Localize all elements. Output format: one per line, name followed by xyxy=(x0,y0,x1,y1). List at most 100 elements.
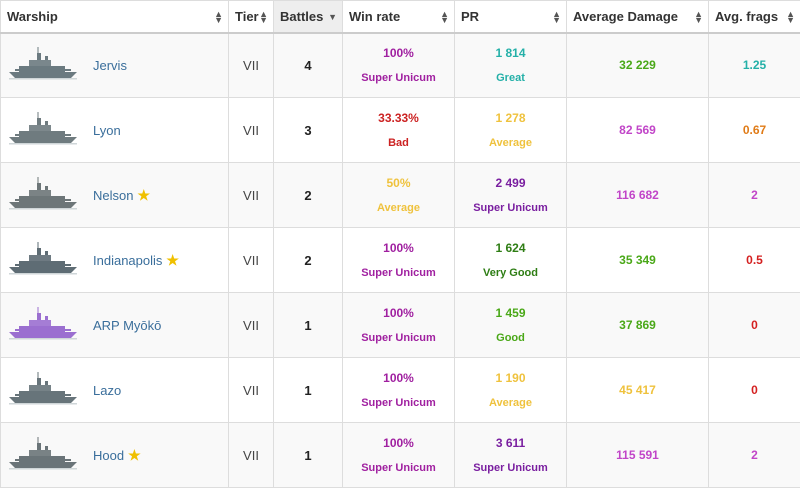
header-tier-label: Tier xyxy=(235,8,259,24)
header-pr-label: PR xyxy=(461,8,480,24)
pr-value: 2 499 xyxy=(495,176,526,190)
ship-name-link[interactable]: Indianapolis xyxy=(93,252,163,268)
win-rate-value: 100% xyxy=(383,46,414,61)
warship-cell: Nelson ★ xyxy=(0,162,229,228)
table-row: Lyon VII 3 33.33% Bad 1 278 Average 82 569 0.67 xyxy=(0,97,800,163)
table-row: Nelson ★ VII 2 50% Average 2 499 Super Unicum 11… xyxy=(0,162,800,228)
win-rate-cell: 100% Super Unicum xyxy=(342,292,455,358)
avg-frags-cell: 0.5 xyxy=(708,227,800,293)
star-icon: ★ xyxy=(166,251,179,268)
pr-value: 1 278 xyxy=(495,111,526,125)
warship-image xyxy=(9,437,77,470)
win-rate-value: 100% xyxy=(383,306,414,320)
warship-cell: Lazo xyxy=(0,357,229,423)
pr-cell: 1 278 Average xyxy=(454,97,567,163)
header-battles-label: Battles xyxy=(280,8,324,24)
avg-frags-cell: 1.25 xyxy=(708,32,800,98)
average-damage-cell: 32 229 xyxy=(566,32,709,98)
tier-cell: VII xyxy=(228,32,274,98)
ship-name-link[interactable]: ARP Myōkō xyxy=(93,317,162,333)
win-rate-label: Average xyxy=(376,202,420,214)
battles-cell: 1 xyxy=(273,422,343,488)
header-avg-frags[interactable]: Avg. frags ▲ ▼ xyxy=(708,0,800,34)
ship-name-link[interactable]: Lyon xyxy=(93,122,121,138)
pr-label: Average xyxy=(488,137,532,149)
avg-frags-cell: 2 xyxy=(708,422,800,488)
ship-name-link[interactable]: Lazo xyxy=(93,382,122,398)
battles-cell: 4 xyxy=(273,32,343,98)
header-win-rate-label: Win rate xyxy=(349,8,401,24)
warship-image xyxy=(9,47,77,80)
avg-frags-cell: 0.67 xyxy=(708,97,800,163)
win-rate-cell: 100% Super Unicum xyxy=(342,357,455,423)
pr-cell: 1 624 Very Good xyxy=(454,227,567,293)
ship-name-link[interactable]: Hood xyxy=(93,447,125,463)
average-damage-cell: 116 682 xyxy=(566,162,709,228)
sort-icon: ▲ ▼ xyxy=(440,9,449,25)
pr-label: Average xyxy=(488,397,532,409)
tier-cell: VII xyxy=(228,227,274,293)
pr-label: Great xyxy=(496,72,525,85)
pr-value: 1 814 xyxy=(495,46,526,61)
header-win-rate[interactable]: Win rate ▲ ▼ xyxy=(342,0,455,34)
sort-desc-icon: ▼ xyxy=(328,12,337,22)
pr-cell: 2 499 Super Unicum xyxy=(454,162,567,228)
warship-image xyxy=(9,372,77,405)
pr-value: 3 611 xyxy=(495,436,526,450)
avg-frags-cell: 0 xyxy=(708,292,800,358)
pr-value: 1 190 xyxy=(495,371,526,385)
pr-cell: 1 814 Great xyxy=(454,32,567,98)
win-rate-label: Super Unicum xyxy=(361,462,436,474)
table-row: Lazo VII 1 100% Super Unicum 1 190 Average 45 4… xyxy=(0,357,800,423)
ship-name-link[interactable]: Jervis xyxy=(93,57,127,73)
header-tier[interactable]: Tier ▲ ▼ xyxy=(228,0,274,34)
table-header-row: Warship ▲ ▼ Tier ▲ ▼ Battles ▼ Win rate ▲ ▼ PR ▲… xyxy=(0,0,800,34)
pr-cell: 1 459 Good xyxy=(454,292,567,358)
tier-cell: VII xyxy=(228,357,274,423)
tier-cell: VII xyxy=(228,292,274,358)
warship-image xyxy=(9,177,77,210)
win-rate-value: 50% xyxy=(386,176,411,190)
battles-cell: 2 xyxy=(273,227,343,293)
pr-value: 1 459 xyxy=(495,306,526,320)
avg-frags-cell: 0 xyxy=(708,357,800,423)
average-damage-cell: 82 569 xyxy=(566,97,709,163)
win-rate-cell: 33.33% Bad xyxy=(342,97,455,163)
win-rate-value: 33.33% xyxy=(378,111,419,125)
win-rate-cell: 100% Super Unicum xyxy=(342,227,455,293)
pr-cell: 1 190 Average xyxy=(454,357,567,423)
average-damage-cell: 115 591 xyxy=(566,422,709,488)
warship-image xyxy=(9,242,77,275)
header-warship[interactable]: Warship ▲ ▼ xyxy=(0,0,229,34)
header-battles[interactable]: Battles ▼ xyxy=(273,0,343,34)
header-warship-label: Warship xyxy=(7,8,58,24)
win-rate-cell: 100% Super Unicum xyxy=(342,422,455,488)
warship-cell: ARP Myōkō xyxy=(0,292,229,358)
battles-cell: 2 xyxy=(273,162,343,228)
battles-cell: 3 xyxy=(273,97,343,163)
battles-cell: 1 xyxy=(273,292,343,358)
win-rate-cell: 100% Super Unicum xyxy=(342,32,455,98)
warship-cell: Hood ★ xyxy=(0,422,229,488)
pr-label: Super Unicum xyxy=(473,202,548,214)
win-rate-value: 100% xyxy=(383,371,414,385)
header-average-damage[interactable]: Average Damage ▲ ▼ xyxy=(566,0,709,34)
header-pr[interactable]: PR ▲ ▼ xyxy=(454,0,567,34)
ship-name-link[interactable]: Nelson xyxy=(93,187,134,203)
pr-label: Good xyxy=(496,332,525,344)
pr-label: Very Good xyxy=(482,267,539,279)
win-rate-label: Super Unicum xyxy=(361,72,436,85)
warship-cell: Lyon xyxy=(0,97,229,163)
star-icon: ★ xyxy=(128,446,141,463)
average-damage-cell: 37 869 xyxy=(566,292,709,358)
warship-image xyxy=(9,112,77,145)
win-rate-value: 100% xyxy=(383,436,414,450)
table-row: Jervis VII 4 100% Super Unicum 1 814 Great 32 2… xyxy=(0,32,800,98)
win-rate-label: Bad xyxy=(388,137,409,149)
table-row: ARP Myōkō VII 1 100% Super Unicum 1 459 Good 37… xyxy=(0,292,800,358)
sort-icon: ▲ ▼ xyxy=(694,9,703,25)
tier-cell: VII xyxy=(228,97,274,163)
battles-cell: 1 xyxy=(273,357,343,423)
win-rate-value: 100% xyxy=(383,241,414,255)
